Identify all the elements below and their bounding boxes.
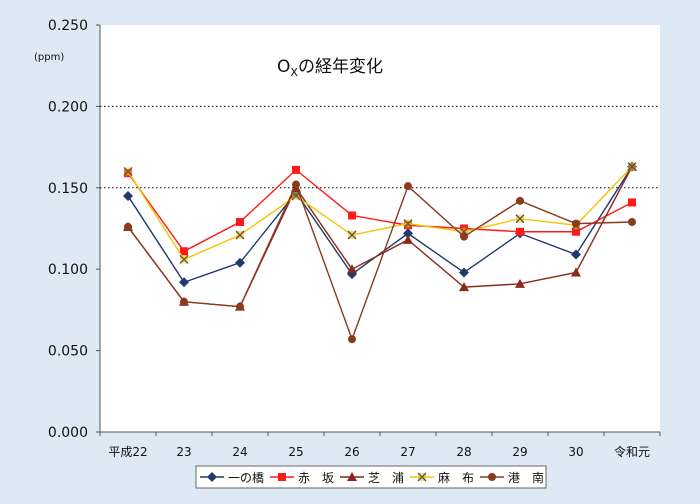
x-tick-label: 令和元 bbox=[614, 444, 650, 459]
data-point bbox=[628, 217, 636, 226]
data-point bbox=[572, 227, 580, 236]
series-line bbox=[127, 182, 633, 342]
legend-marker bbox=[488, 473, 496, 481]
data-point bbox=[124, 222, 132, 231]
legend-box bbox=[195, 465, 547, 489]
data-point bbox=[403, 219, 413, 229]
chart-title: OXの経年変化 bbox=[277, 57, 383, 79]
chart-title-text: OXの経年変化 bbox=[277, 57, 383, 79]
series-group bbox=[123, 161, 637, 344]
data-point bbox=[179, 254, 189, 264]
y-tick-label: 0.000 bbox=[48, 425, 88, 441]
data-point bbox=[348, 335, 356, 344]
x-tick-label: 30 bbox=[568, 445, 583, 459]
data-point bbox=[347, 264, 357, 274]
legend-marker bbox=[278, 473, 286, 481]
data-point bbox=[572, 219, 580, 228]
data-point bbox=[123, 167, 133, 176]
legend-marker bbox=[207, 472, 217, 482]
data-point bbox=[236, 302, 244, 311]
data-point bbox=[571, 249, 581, 260]
data-point bbox=[347, 230, 357, 240]
data-point bbox=[459, 267, 469, 278]
y-tick-label: 0.100 bbox=[48, 262, 88, 278]
x-tick-label: 25 bbox=[288, 445, 303, 459]
y-tick-label: 0.250 bbox=[48, 18, 88, 34]
plot-background bbox=[100, 25, 660, 432]
data-point bbox=[459, 282, 469, 292]
legend-label: 港 南 bbox=[508, 470, 544, 485]
data-point bbox=[516, 227, 524, 236]
x-tick-label: 平成22 bbox=[108, 445, 147, 459]
legend-label: 麻 布 bbox=[438, 470, 474, 485]
x-tick-label: 28 bbox=[456, 445, 471, 459]
data-point bbox=[403, 228, 413, 239]
data-point bbox=[348, 211, 356, 220]
data-point bbox=[292, 180, 300, 189]
x-tick-label: 27 bbox=[400, 445, 415, 459]
data-point bbox=[460, 232, 468, 241]
data-point bbox=[235, 230, 245, 240]
data-point bbox=[515, 214, 525, 224]
data-point bbox=[292, 165, 300, 174]
x-tick-label: 23 bbox=[176, 445, 191, 459]
title-main: O bbox=[277, 57, 290, 77]
y-tick-label: 0.150 bbox=[48, 181, 88, 197]
title-rest: の経年変化 bbox=[298, 57, 383, 77]
legend-item: 麻 布 bbox=[410, 470, 474, 485]
legend-item: 芝 浦 bbox=[340, 470, 404, 485]
data-point bbox=[236, 217, 244, 226]
legend: 一の橋 赤 坂 芝 浦 麻 布 港 南 bbox=[195, 465, 547, 489]
x-tick-label: 24 bbox=[232, 445, 247, 459]
data-point bbox=[627, 162, 637, 172]
data-point bbox=[571, 267, 581, 277]
title-sub: X bbox=[290, 66, 298, 79]
legend-marker bbox=[417, 472, 427, 482]
series-line bbox=[127, 166, 633, 284]
data-point bbox=[516, 196, 524, 205]
y-tick-label: 0.200 bbox=[48, 99, 88, 115]
data-point bbox=[515, 278, 525, 288]
legend-item: 港 南 bbox=[480, 470, 544, 485]
y-axis-ticks: 0.000 0.050 0.100 0.150 0.200 0.250 bbox=[48, 18, 100, 441]
data-point bbox=[180, 297, 188, 306]
legend-item: 一の橋 bbox=[200, 471, 264, 485]
x-tick-label: 29 bbox=[512, 445, 527, 459]
series-5 bbox=[124, 180, 636, 344]
plot-area bbox=[99, 25, 660, 433]
series-line bbox=[127, 168, 633, 253]
data-point bbox=[179, 277, 189, 288]
x-axis-ticks: 平成22 23 24 25 26 27 28 29 30 令和元 bbox=[99, 432, 661, 459]
data-point bbox=[404, 182, 412, 191]
legend-label: 一の橋 bbox=[228, 471, 264, 485]
data-point bbox=[403, 234, 413, 244]
data-point bbox=[235, 257, 245, 268]
legend-label: 赤 坂 bbox=[298, 471, 334, 485]
y-tick-label: 0.050 bbox=[48, 344, 88, 360]
legend-item: 赤 坂 bbox=[270, 471, 334, 485]
data-point bbox=[628, 198, 636, 207]
legend-marker bbox=[347, 472, 357, 481]
data-point bbox=[123, 190, 133, 201]
series-line bbox=[127, 166, 633, 261]
legend-label: 芝 浦 bbox=[368, 470, 404, 485]
x-tick-label: 26 bbox=[344, 445, 359, 459]
data-point bbox=[180, 247, 188, 256]
unit-label: (ppm) bbox=[34, 52, 64, 63]
